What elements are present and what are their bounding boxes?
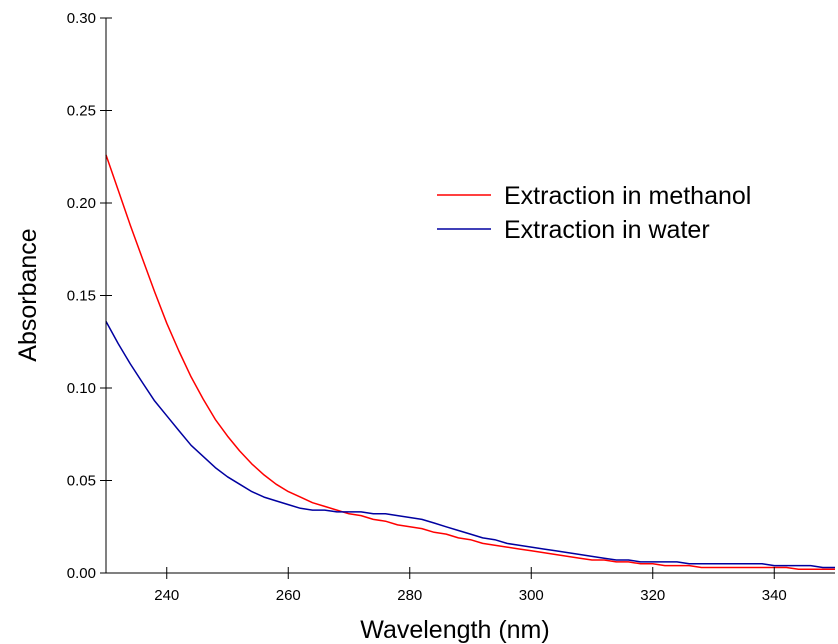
y-tick-label: 0.25	[67, 103, 96, 120]
legend-label-water: Extraction in water	[504, 216, 710, 244]
y-axis-title: Absorbance	[14, 228, 42, 361]
series-line-water	[105, 321, 835, 569]
x-tick-label: 340	[762, 587, 787, 604]
plot-lines	[105, 154, 835, 571]
x-tick-label: 240	[154, 587, 179, 604]
x-axis-title: Wavelength (nm)	[360, 616, 549, 644]
y-tick-label: 0.20	[67, 195, 96, 212]
y-tick-label: 0.30	[67, 10, 96, 27]
legend-label-methanol: Extraction in methanol	[504, 182, 751, 210]
x-tick-label: 280	[397, 587, 422, 604]
x-tick-label: 320	[640, 587, 665, 604]
x-axis-ticks: 240 260 280 300 320 340	[154, 567, 787, 604]
y-tick-label: 0.00	[67, 565, 96, 582]
legend: Extraction in methanol Extraction in wat…	[437, 182, 751, 244]
series-line-methanol	[105, 154, 835, 571]
x-tick-label: 300	[519, 587, 544, 604]
y-tick-label: 0.15	[67, 288, 96, 305]
x-tick-label: 260	[276, 587, 301, 604]
y-tick-label: 0.05	[67, 473, 96, 490]
y-axis-ticks: 0.00 0.05 0.10 0.15 0.20 0.25 0.30	[67, 10, 112, 582]
y-tick-label: 0.10	[67, 380, 96, 397]
